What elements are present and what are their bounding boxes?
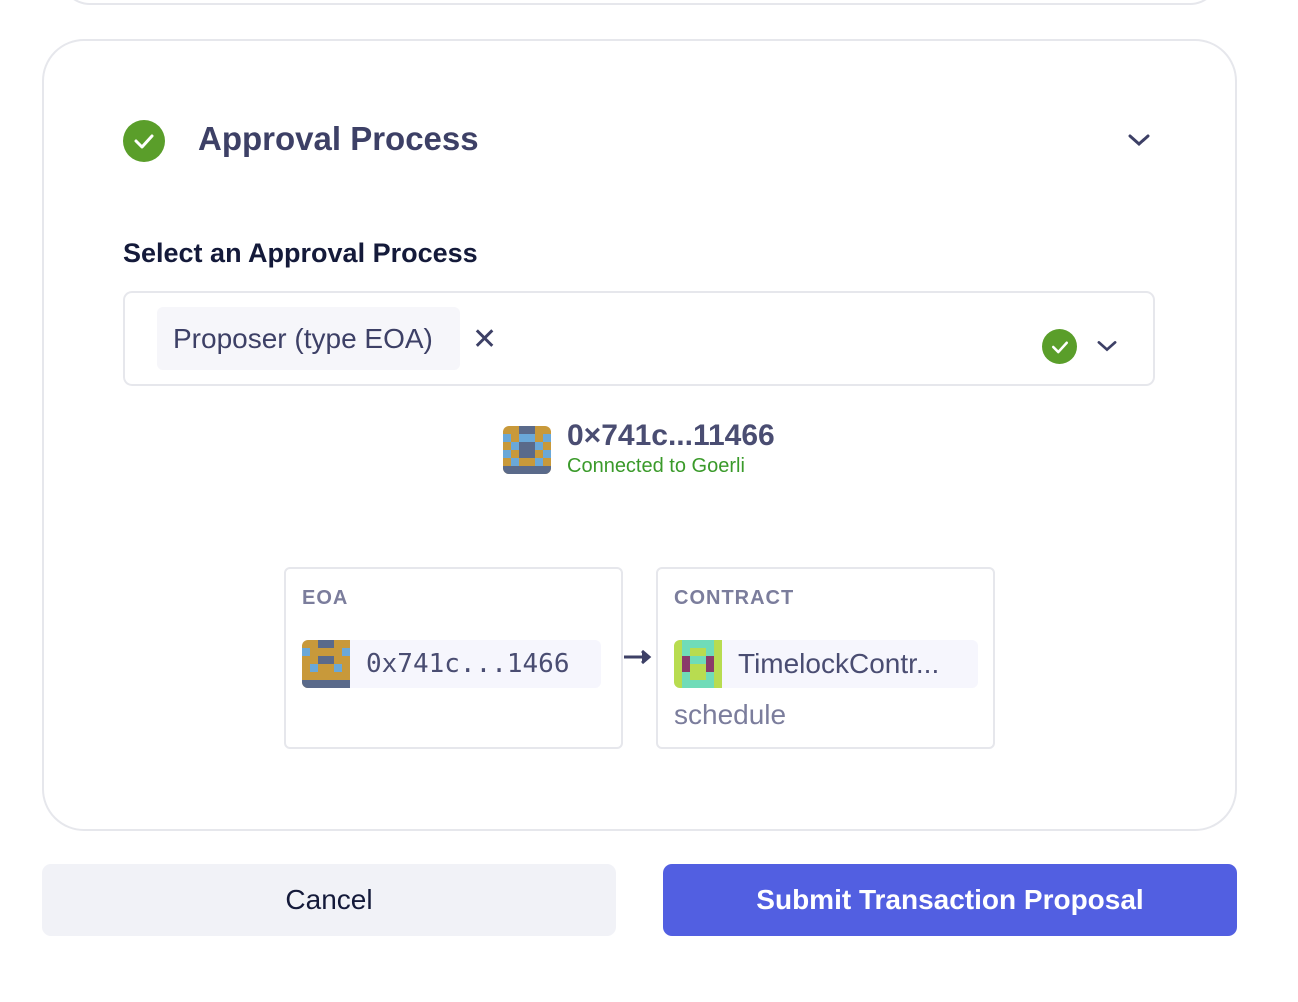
previous-card xyxy=(60,0,1220,5)
eoa-identicon xyxy=(302,640,350,688)
selected-chip: Proposer (type EOA) xyxy=(157,307,460,370)
check-circle-icon xyxy=(123,120,165,162)
contract-function: schedule xyxy=(674,699,787,730)
selected-value: Proposer (type EOA) xyxy=(173,322,433,354)
submit-proposal-button[interactable]: Submit Transaction Proposal xyxy=(663,864,1237,936)
contract-node: CONTRACT TimelockContr... schedule xyxy=(656,567,995,749)
eoa-label: EOA xyxy=(302,587,349,609)
approval-process-select[interactable] xyxy=(123,291,1155,386)
section-title: Approval Process xyxy=(198,120,479,157)
eoa-address: 0x741c...1466 xyxy=(366,649,570,679)
contract-identicon xyxy=(674,640,722,688)
eoa-address-pill: 0x741c...1466 xyxy=(302,640,601,688)
cancel-button[interactable]: Cancel xyxy=(42,864,616,936)
collapse-chevron-icon[interactable] xyxy=(1127,130,1151,155)
account-identicon xyxy=(503,426,551,474)
account-address: 0×741c...11466 xyxy=(567,419,775,452)
approval-process-card xyxy=(42,39,1237,831)
contract-pill: TimelockContr... xyxy=(674,640,978,688)
network-status: Connected to Goerli xyxy=(567,455,745,477)
valid-check-icon xyxy=(1042,329,1077,364)
eoa-node: EOA 0x741c...1466 xyxy=(284,567,623,749)
arrow-right-icon xyxy=(624,649,652,665)
contract-name: TimelockContr... xyxy=(738,648,940,679)
select-label: Select an Approval Process xyxy=(123,238,478,268)
dropdown-chevron-icon[interactable] xyxy=(1096,337,1118,360)
remove-selection-icon[interactable]: ✕ xyxy=(472,323,498,356)
contract-label: CONTRACT xyxy=(674,587,795,609)
